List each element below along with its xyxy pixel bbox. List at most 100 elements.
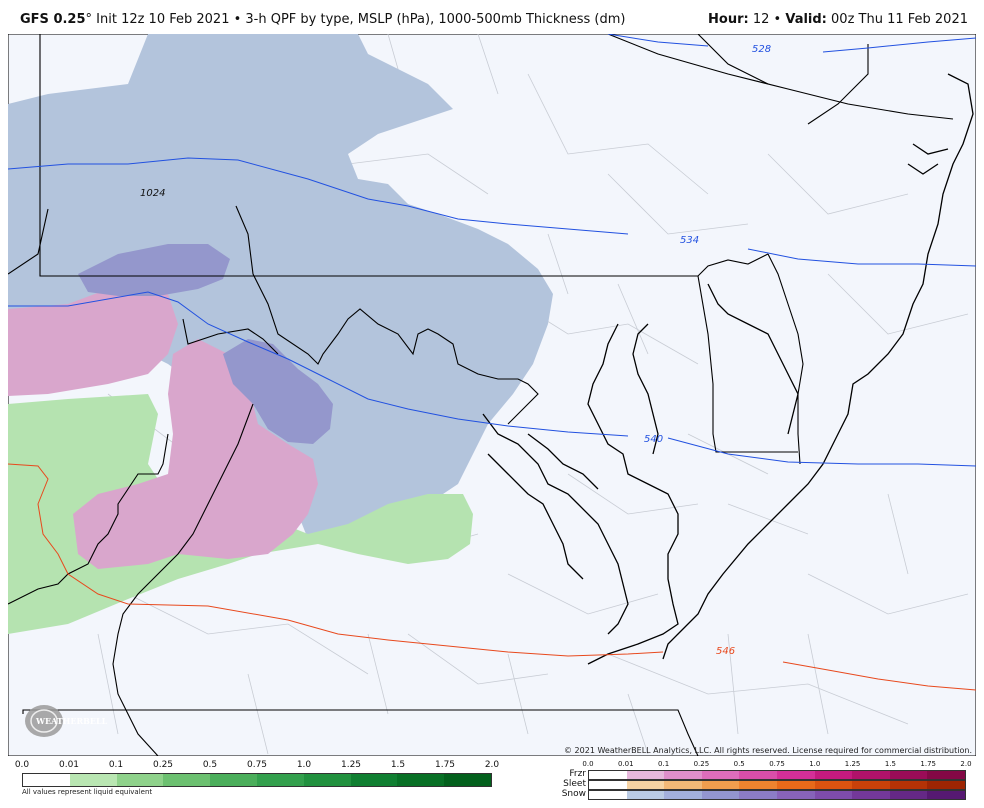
qpf-tick-label: 2.0 (484, 760, 500, 770)
hour-label: Hour: (708, 12, 749, 27)
ptype-color-cell (626, 781, 665, 789)
ptype-color-cell (814, 781, 853, 789)
qpf-color-cell (303, 774, 351, 786)
ptype-color-cell (889, 771, 928, 779)
thickness-546-line-east (782, 661, 976, 691)
ptype-color-cell (814, 791, 853, 799)
ptype-color-cell (664, 791, 702, 799)
ptype-color-cell (927, 791, 965, 799)
qpf-color-cell (350, 774, 398, 786)
thickness-546-line (8, 463, 664, 657)
ptype-color-cell (927, 771, 965, 779)
frzr-area (8, 284, 318, 569)
ptype-color-cell (927, 781, 965, 789)
coastlines (482, 73, 974, 665)
valid-time: Hour: 12 • Valid: 00z Thu 11 Feb 2021 (708, 12, 968, 27)
qpf-color-cell (23, 774, 70, 786)
qpf-color-cell (256, 774, 304, 786)
separator: • (769, 12, 786, 27)
ptype-color-cell (589, 791, 627, 799)
valid-label: Valid: (785, 12, 827, 27)
ptype-row-label: Frzr (569, 769, 586, 779)
ptype-color-cell (852, 791, 890, 799)
ptype-row-sleet: Sleet (550, 779, 968, 790)
state-lines (8, 34, 954, 756)
ptype-color-scale (588, 790, 966, 800)
ptype-color-cell (626, 771, 665, 779)
copyright-notice: © 2021 WeatherBELL Analytics, LLC. All r… (564, 746, 972, 755)
model-name: GFS 0.25 (20, 12, 86, 27)
qpf-color-cell (210, 774, 257, 786)
thickness-label-528: 528 (752, 44, 771, 55)
ptype-color-cell (701, 791, 740, 799)
thickness-534-line-east (747, 248, 976, 267)
degree-symbol: ° (85, 12, 93, 27)
ptype-color-cell (889, 781, 928, 789)
ptype-color-scale (588, 780, 966, 790)
qpf-tick-label: 0.25 (152, 760, 174, 770)
qpf-color-cell (116, 774, 164, 786)
ptype-tick-label: 0.1 (658, 760, 670, 768)
ptype-color-cell (776, 781, 815, 789)
ptype-row-frzr: Frzr (550, 769, 968, 780)
qpf-color-cell (397, 774, 445, 786)
thickness-540-line (8, 291, 629, 437)
ptype-tick-label: 0.25 (693, 760, 710, 768)
ptype-tick-label: 0.5 (733, 760, 745, 768)
ptype-tick-label: 1.5 (884, 760, 896, 768)
ptype-color-cell (589, 771, 627, 779)
ptype-color-cell (776, 771, 815, 779)
ptype-row-snow: Snow (550, 789, 968, 800)
thickness-534-line (8, 157, 629, 235)
precip-map: 1024 528 534 540 546 (8, 34, 976, 756)
product-description: Init 12z 10 Feb 2021 • 3-h QPF by type, … (92, 12, 626, 27)
qpf-color-cell (444, 774, 491, 786)
thickness-label-546: 546 (716, 646, 735, 657)
ptype-tick-label: 0.75 (769, 760, 785, 768)
ptype-color-cell (814, 771, 853, 779)
qpf-legend-ticks: 0.0 0.01 0.1 0.25 0.5 0.75 1.0 1.25 1.5 1.75 2.0 (15, 760, 499, 772)
ptype-legend-ticks: 0.0 0.01 0.1 0.25 0.5 0.75 1.0 1.25 1.5 1.75 2.0 (582, 760, 971, 770)
thickness-contours (8, 34, 976, 691)
model-title: GFS 0.25° Init 12z 10 Feb 2021 • 3-h QPF… (20, 12, 625, 27)
qpf-tick-label: 1.0 (296, 760, 312, 770)
ptype-color-cell (664, 771, 702, 779)
qpf-tick-label: 0.5 (202, 760, 218, 770)
qpf-tick-label: 0.1 (108, 760, 124, 770)
ptype-color-cell (889, 791, 928, 799)
ptype-color-cell (739, 791, 777, 799)
qpf-tick-label: 0.75 (246, 760, 268, 770)
valid-value: 00z Thu 11 Feb 2021 (831, 12, 968, 27)
ptype-row-label: Sleet (563, 779, 586, 789)
ptype-tick-label: 0.0 (582, 760, 594, 768)
ptype-tick-label: 2.0 (960, 760, 972, 768)
ptype-color-cell (626, 791, 665, 799)
hour-value: 12 (752, 12, 770, 27)
ptype-color-cell (852, 781, 890, 789)
weatherbell-logo-icon (25, 705, 63, 737)
mslp-label-1024: 1024 (140, 188, 165, 199)
ptype-color-cell (589, 781, 627, 789)
thickness-540-line-east (667, 437, 976, 467)
qpf-tick-label: 1.75 (434, 760, 456, 770)
qpf-tick-label: 1.25 (340, 760, 362, 770)
ptype-color-cell (852, 771, 890, 779)
ptype-legend: 0.0 0.01 0.1 0.25 0.5 0.75 1.0 1.25 1.5 1.75 2.0 F… (550, 760, 972, 802)
thickness-528-line (607, 34, 976, 53)
chart-header: GFS 0.25° Init 12z 10 Feb 2021 • 3-h QPF… (0, 0, 984, 34)
ptype-color-cell (664, 781, 702, 789)
ptype-tick-label: 1.0 (809, 760, 821, 768)
legend-note: All values represent liquid equivalent (22, 788, 153, 796)
ptype-color-cell (701, 781, 740, 789)
snow-light-area (8, 34, 553, 539)
qpf-tick-label: 0.01 (58, 760, 80, 770)
ptype-color-cell (739, 771, 777, 779)
qpf-color-cell (69, 774, 117, 786)
qpf-color-scale (22, 773, 492, 787)
ptype-color-cell (776, 791, 815, 799)
thickness-label-534: 534 (680, 235, 699, 246)
snow-moderate-area (78, 244, 333, 444)
ptype-color-cell (701, 771, 740, 779)
qpf-color-cell (163, 774, 211, 786)
ptype-tick-label: 0.01 (618, 760, 634, 768)
